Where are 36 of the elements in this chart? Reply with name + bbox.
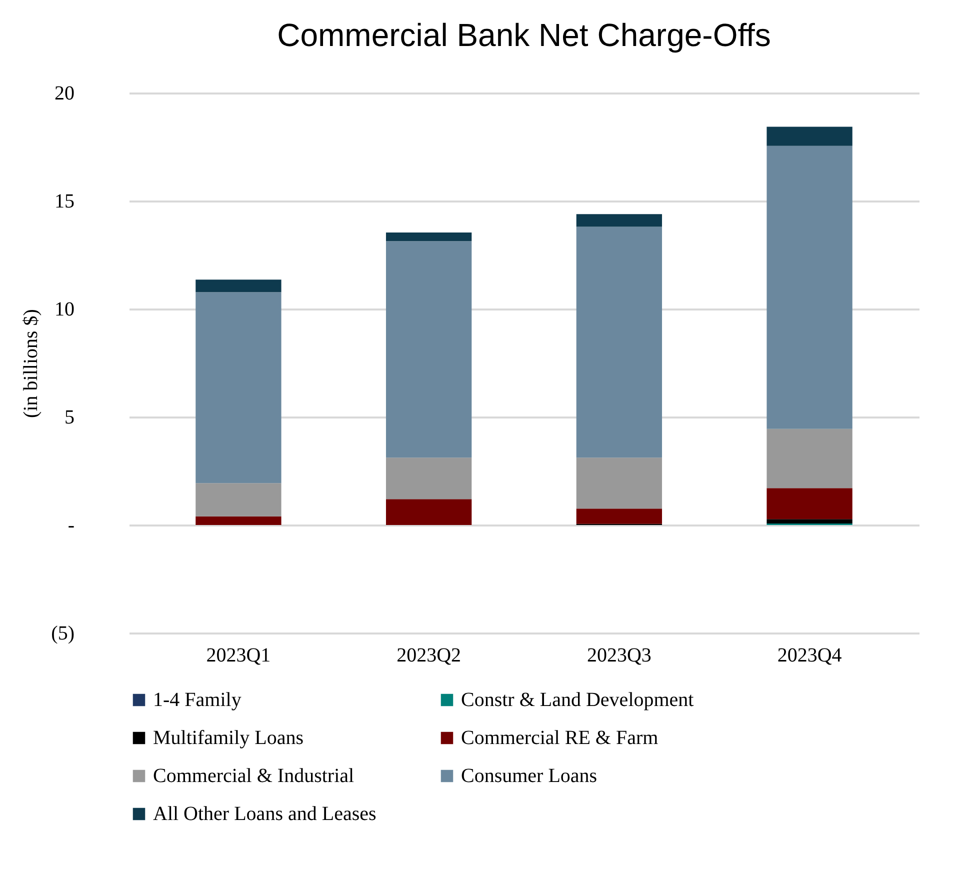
bar [766, 428, 852, 488]
y-tick-label: 15 [54, 190, 74, 212]
legend-label: 1-4 Family [153, 689, 242, 711]
legend-label: Multifamily Loans [153, 727, 304, 749]
x-tick-label: 2023Q2 [396, 644, 462, 666]
bar [196, 516, 282, 525]
legend-label: Constr & Land Development [461, 689, 694, 711]
legend-label: All Other Loans and Leases [153, 803, 376, 825]
x-tick-label: 2023Q3 [586, 644, 652, 666]
bar [766, 488, 852, 520]
y-axis-title: (in billions $) [20, 309, 42, 418]
y-tick-label: 5 [64, 406, 74, 428]
bar [386, 499, 472, 525]
bar [576, 458, 662, 509]
bar [576, 214, 662, 227]
bar [386, 241, 472, 458]
bar [576, 508, 662, 524]
y-tick-label: 10 [54, 298, 74, 320]
bar [576, 226, 662, 458]
y-tick-label: - [68, 514, 74, 536]
bar [766, 126, 852, 146]
bar [766, 519, 852, 524]
bar [196, 292, 282, 484]
bar [386, 232, 472, 242]
legend-label: Consumer Loans [461, 765, 598, 787]
x-tick-label: 2023Q4 [777, 644, 842, 666]
y-tick-label: 20 [54, 82, 74, 104]
chart-title: Commercial Bank Net Charge-Offs [277, 17, 771, 53]
bar [766, 146, 852, 429]
legend-label: Commercial RE & Farm [461, 727, 659, 749]
y-tick-label: (5) [51, 622, 74, 644]
bar [196, 483, 282, 516]
bar [196, 280, 282, 292]
x-tick-label: 2023Q1 [206, 644, 271, 666]
bar [386, 458, 472, 500]
legend-label: Commercial & Industrial [153, 765, 355, 787]
